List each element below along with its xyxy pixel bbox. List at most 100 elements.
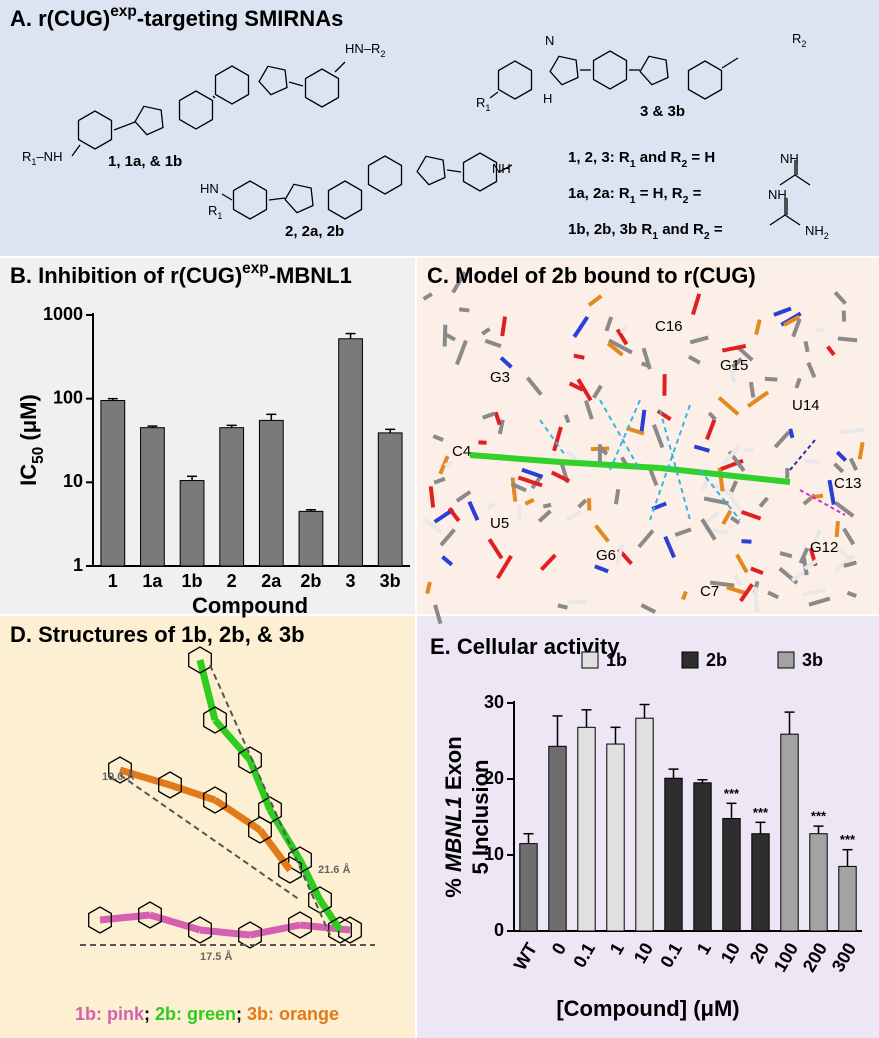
bond xyxy=(499,356,513,369)
bond xyxy=(725,489,743,513)
residue-label: G6 xyxy=(596,547,616,564)
bar xyxy=(577,726,596,932)
bond xyxy=(843,560,857,568)
text-part: MBNL1 xyxy=(441,796,466,872)
text-part: B. Inhibition of r(CUG) xyxy=(10,263,242,288)
bond xyxy=(826,345,836,357)
text-part: 1a, 2a: R xyxy=(568,185,630,202)
text-part: NH xyxy=(492,161,511,176)
bond xyxy=(268,197,286,201)
bond xyxy=(550,470,571,483)
bond xyxy=(753,586,760,613)
text-part: R xyxy=(208,203,217,218)
bond xyxy=(773,306,792,317)
bond xyxy=(148,911,202,934)
bond xyxy=(199,926,251,939)
panel-a-title: A. r(CUG)exp-targeting SMIRNAs xyxy=(10,3,343,31)
bond xyxy=(613,488,621,505)
ring xyxy=(232,180,268,220)
bond xyxy=(113,121,136,131)
distance-label: 21.6 Å xyxy=(318,863,350,876)
bond xyxy=(839,427,865,435)
ring xyxy=(188,646,212,674)
legend-label: 1b xyxy=(606,650,627,670)
bond xyxy=(809,529,822,551)
bond xyxy=(428,486,436,508)
caption: 1b: pink; 2b: green; 3b: orange xyxy=(75,1004,339,1024)
significance: *** xyxy=(811,809,827,824)
text-part: -targeting SMIRNAs xyxy=(137,6,344,31)
x-tick-label: 3 xyxy=(346,571,356,591)
bond xyxy=(788,428,795,439)
caption-part: ; xyxy=(144,1004,155,1024)
bond xyxy=(735,553,749,574)
x-tick-label: 3b xyxy=(380,571,401,591)
bond xyxy=(451,271,467,294)
bond xyxy=(779,551,793,559)
x-tick-label: 2 xyxy=(227,571,237,591)
text-part: = xyxy=(689,185,702,202)
bond xyxy=(842,527,856,546)
bond xyxy=(834,520,840,538)
bond xyxy=(439,528,456,547)
bond xyxy=(803,558,818,571)
bond xyxy=(784,214,801,226)
bond xyxy=(606,341,624,357)
bond xyxy=(577,498,588,509)
decor xyxy=(71,50,865,949)
text-part: 1 xyxy=(652,230,658,242)
bond xyxy=(604,316,614,332)
text-part: N xyxy=(545,33,554,48)
bond xyxy=(486,501,496,511)
text-part: 50 xyxy=(30,447,47,464)
bond xyxy=(500,316,508,337)
bond xyxy=(516,504,522,521)
bond xyxy=(619,324,628,334)
y-tick-label: 10 xyxy=(63,471,83,491)
ring xyxy=(258,65,288,96)
residue-label: C16 xyxy=(655,318,683,335)
bar xyxy=(179,480,205,567)
bond xyxy=(525,376,543,396)
chart-title: B. Inhibition of r(CUG)exp-MBNL1 xyxy=(10,260,352,288)
bond xyxy=(728,367,737,383)
text-part: HN–R xyxy=(345,41,380,56)
bond xyxy=(539,419,566,456)
bond xyxy=(798,547,810,564)
bond xyxy=(559,459,661,471)
bond xyxy=(834,544,850,560)
bond xyxy=(552,426,563,452)
bond xyxy=(246,758,274,812)
text-part: and R xyxy=(636,149,682,166)
caption-part: 2b: green xyxy=(155,1004,236,1024)
bar xyxy=(722,818,741,932)
bond xyxy=(573,353,585,360)
bond xyxy=(425,581,432,594)
ring xyxy=(178,90,214,130)
bond xyxy=(567,599,587,605)
text-part: 2 xyxy=(704,230,710,242)
bond xyxy=(608,338,633,355)
caption-part: ; xyxy=(236,1004,247,1024)
text-part: 2 xyxy=(380,49,385,59)
bond xyxy=(433,476,446,485)
text-part: H xyxy=(543,91,552,106)
caption-part: 1b: pink xyxy=(75,1004,145,1024)
y-axis-label: IC50 (μM) xyxy=(16,394,47,486)
bond xyxy=(773,430,791,449)
text-part: 5 Inclusion xyxy=(468,760,493,875)
bond xyxy=(721,509,733,526)
residue-label: U14 xyxy=(792,397,820,414)
bond xyxy=(539,553,557,572)
residue-label: U5 xyxy=(490,515,509,532)
atom-label: N xyxy=(545,33,554,48)
residue-label: G15 xyxy=(720,357,748,374)
bond xyxy=(687,354,701,365)
text-part: 1b, 2b, 3b R xyxy=(568,221,652,238)
text-part: = H, R xyxy=(636,185,683,202)
distance-label: 17.5 Å xyxy=(200,950,232,963)
r-group-legend: 1b, 2b, 3b R1 and R2 = xyxy=(568,221,723,242)
distance-label: 19.0 Å xyxy=(102,770,134,783)
ring xyxy=(278,856,302,884)
ring xyxy=(284,183,314,214)
